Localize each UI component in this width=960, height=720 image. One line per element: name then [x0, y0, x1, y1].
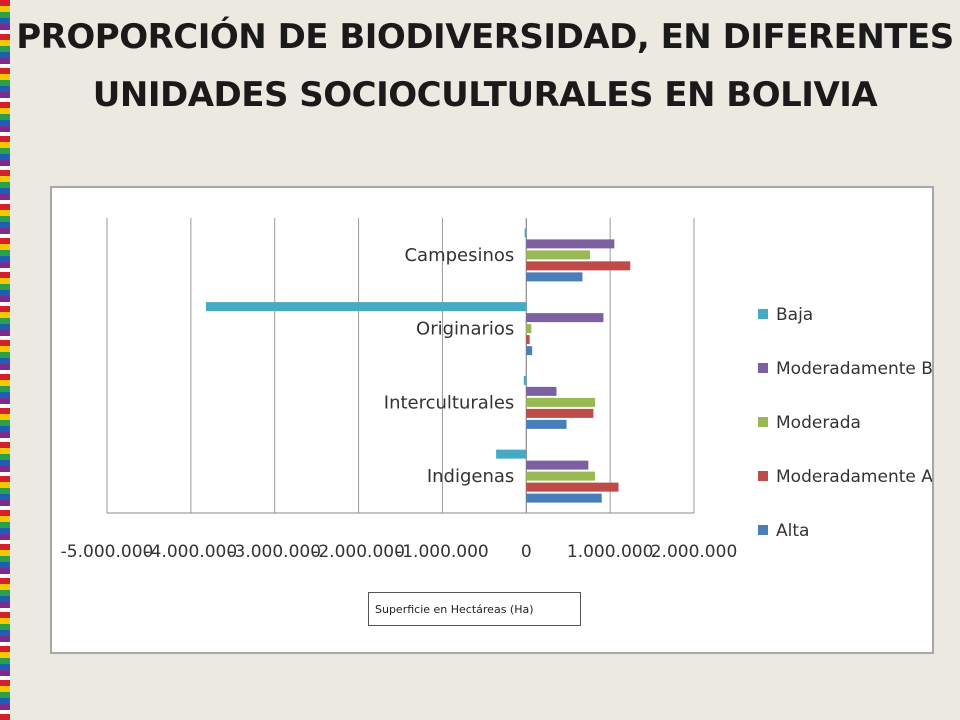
category-label: Campesinos	[404, 245, 514, 266]
bar-baja	[524, 228, 527, 238]
x-tick-label: -3.000.000	[228, 542, 321, 562]
page-title: PROPORCIÓN DE BIODIVERSIDAD, EN DIFERENT…	[16, 17, 954, 115]
bar-baja	[205, 302, 527, 312]
category-label: Indigenas	[427, 466, 514, 487]
x-tick-label: -5.000.000	[61, 542, 154, 562]
legend-label: Moderadamente Baja	[776, 359, 932, 379]
x-tick-label: 2.000.000	[651, 542, 738, 562]
x-tick-label: -4.000.000	[145, 542, 238, 562]
legend-label: Alta	[776, 521, 809, 541]
bar-alta	[526, 346, 533, 356]
x-axis-title: Superficie en Hectáreas (Ha)	[368, 592, 581, 626]
x-tick-label: 0	[521, 542, 532, 562]
bar-moderadamente-baja	[526, 386, 557, 396]
decorative-border-strip	[0, 0, 10, 720]
bar-moderadamente-baja	[526, 460, 589, 470]
category-label: Originarios	[416, 319, 514, 340]
legend-swatch	[758, 309, 768, 319]
bar-moderada	[526, 250, 591, 260]
bar-alta	[526, 272, 583, 282]
bar-moderadamente-alta	[526, 261, 631, 271]
bar-alta	[526, 419, 567, 429]
bar-moderadamente-baja	[526, 313, 604, 323]
chart-frame: -5.000.000 -4.000.000 -3.000.000 -2.000.000…	[50, 186, 934, 654]
bar-moderadamente-alta	[526, 408, 594, 418]
legend-swatch	[758, 525, 768, 535]
x-tick-label: -2.000.000	[312, 542, 405, 562]
bar-baja	[496, 449, 527, 459]
legend-swatch	[758, 363, 768, 373]
bar-chart: -5.000.000-4.000.000-3.000.000-2.000.000…	[61, 218, 932, 562]
bar-moderadamente-baja	[526, 239, 615, 249]
bar-moderadamente-alta	[526, 335, 530, 345]
legend-swatch	[758, 471, 768, 481]
legend-label: Baja	[776, 305, 813, 325]
bar-moderadamente-alta	[526, 482, 619, 492]
category-label: Interculturales	[384, 392, 515, 413]
legend-swatch	[758, 417, 768, 427]
legend-label: Moderadamente Alta	[776, 467, 932, 487]
x-tick-label: -1.000.000	[396, 542, 489, 562]
bar-moderada	[526, 397, 596, 407]
bar-baja	[523, 375, 527, 385]
x-tick-label: 1.000.000	[567, 542, 654, 562]
bar-moderada	[526, 471, 596, 481]
bar-moderada	[526, 324, 532, 334]
bar-alta	[526, 493, 602, 503]
legend-label: Moderada	[776, 413, 861, 433]
